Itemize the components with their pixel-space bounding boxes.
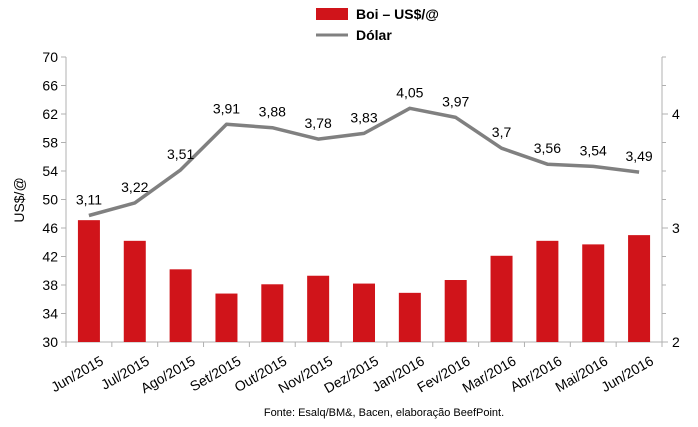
data-label: 3,83: [350, 109, 377, 125]
y-tick-label: 34: [42, 306, 58, 322]
bar: [582, 244, 605, 342]
y-axis-label: US$/@: [11, 177, 27, 222]
data-label: 3,91: [213, 100, 240, 116]
bar: [169, 269, 192, 342]
y-tick-label: 54: [42, 163, 58, 179]
data-label: 3,49: [625, 148, 652, 164]
data-label: 3,54: [580, 142, 607, 158]
y-tick-label: 58: [42, 135, 58, 151]
legend-label-dolar: Dólar: [356, 27, 392, 43]
data-label: 3,78: [305, 115, 332, 131]
data-label: 3,11: [76, 191, 102, 207]
bar: [628, 235, 651, 342]
y-tick-label: 38: [42, 277, 58, 293]
data-label: 3,7: [492, 124, 512, 140]
data-label: 3,22: [121, 179, 148, 195]
line-path: [88, 106, 640, 218]
source-note: Fonte: Esalq/BM&, Bacen, elaboração Beef…: [264, 407, 504, 419]
legend-swatch-boi: [316, 8, 348, 20]
data-label: 3,51: [167, 146, 194, 162]
y2-tick-label: 4: [672, 106, 680, 122]
legend-label-boi: Boi – US$/@: [356, 6, 439, 22]
bar: [307, 275, 330, 342]
x-tick-labels: Jun/2015Jul/2015Ago/2015Set/2015Out/2015…: [48, 352, 656, 396]
y-tick-label: 50: [42, 192, 58, 208]
y-tick-label: 30: [42, 334, 58, 350]
y-tick-label: 66: [42, 78, 58, 94]
bar: [398, 292, 421, 342]
bar: [536, 240, 559, 342]
y-tick-label: 46: [42, 220, 58, 236]
bar: [490, 255, 513, 342]
y-tick-label: 62: [42, 106, 58, 122]
y2-tick-label: 3: [672, 220, 680, 236]
legend: Boi – US$/@ Dólar: [316, 6, 439, 43]
data-label: 3,56: [534, 140, 561, 156]
bar: [352, 283, 376, 342]
bars: [77, 220, 651, 342]
bar: [444, 280, 467, 342]
bar: [77, 220, 100, 342]
data-labels: 3,11 3,22 3,51 3,91 3,88 3,78 3,83 4,05 3,97 3,7 3…: [76, 84, 653, 207]
data-label: 3,97: [442, 93, 469, 109]
bar: [261, 284, 284, 342]
y-tick-label: 70: [42, 49, 58, 65]
y2-tick-label: 2: [672, 334, 680, 350]
data-label: 3,88: [259, 104, 286, 120]
x-tick-label: Jun/2016: [598, 352, 656, 395]
bar: [123, 240, 146, 342]
y-tick-label: 42: [42, 249, 58, 265]
x-tick-label: Jun/2015: [48, 352, 106, 395]
bar: [215, 293, 238, 342]
dolar-line: [88, 106, 640, 218]
data-label: 4,05: [396, 84, 423, 100]
